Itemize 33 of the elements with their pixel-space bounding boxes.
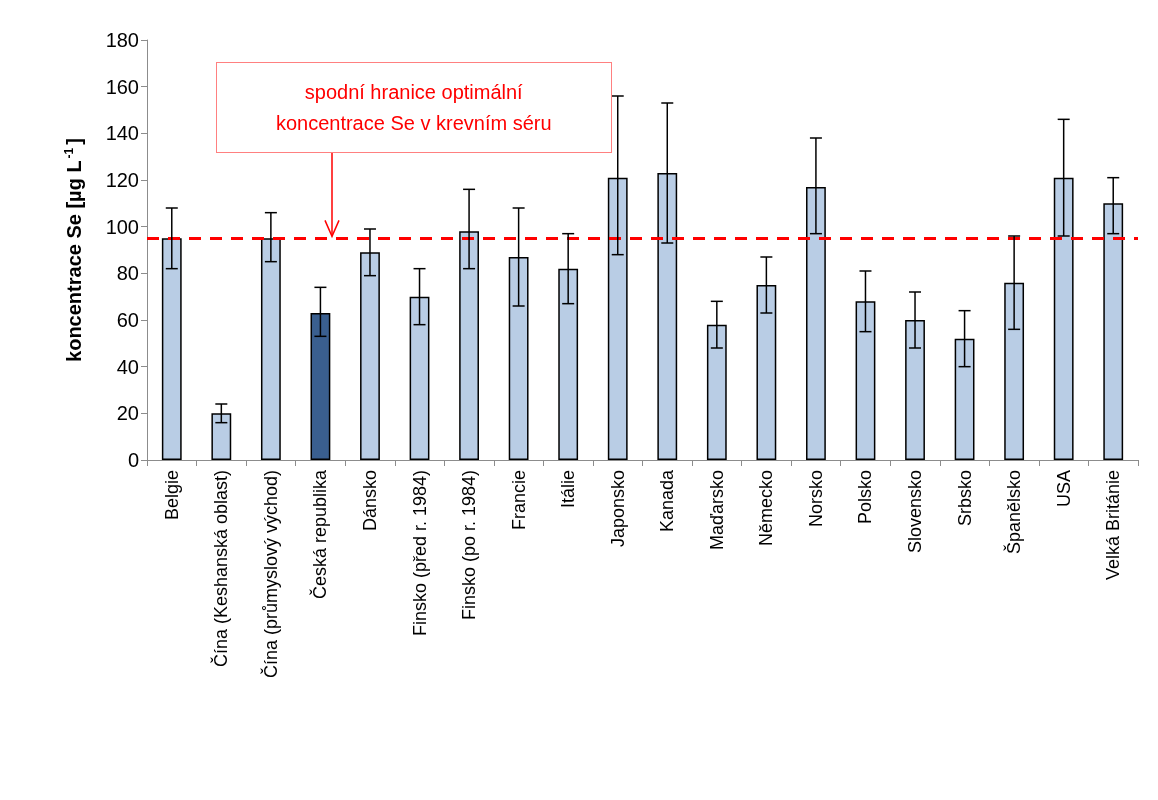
x-tick-label: Norsko (805, 470, 826, 528)
y-axis-title: koncentrace Se [µg L-1] (62, 138, 85, 362)
x-tick-label: Srbsko (954, 470, 975, 527)
y-tick-label: 160 (105, 75, 139, 98)
x-tick-label: Česká republika (309, 469, 331, 600)
x-tick-label: Japonsko (607, 470, 628, 548)
x-tick-label: Belgie (161, 470, 182, 521)
y-tick-label: 140 (105, 122, 139, 145)
x-tick-label: Itálie (558, 470, 579, 509)
x-tick-label: Čína (průmyslový východ) (259, 470, 281, 679)
x-tick-label: Kanada (657, 469, 678, 533)
x-tick-label: Finsko (po r. 1984) (459, 470, 480, 621)
callout-box: spodní hranice optimální koncentrace Se v krevním séru (215, 62, 612, 153)
y-tick-label: 100 (105, 215, 139, 238)
x-tick-label: Maďarsko (706, 470, 727, 551)
y-tick-label: 20 (116, 402, 139, 425)
x-tick-label: USA (1053, 470, 1074, 508)
x-tick-label: Německo (756, 470, 777, 547)
x-tick-label: Dánsko (359, 470, 380, 532)
y-tick-label: 60 (116, 309, 139, 331)
y-tick-label: 80 (116, 262, 139, 285)
x-tick-label: Čína (Keshanská oblast) (210, 470, 232, 668)
ref-line-label: spodní hranice optimální koncentrace Se v krevním séru (275, 79, 552, 136)
x-tick-label: Velká Británie (1103, 470, 1124, 581)
x-tick-label: Polsko (855, 470, 876, 525)
y-tick-label: 120 (105, 169, 139, 191)
y-tick-label: 0 (127, 449, 139, 471)
y-tick-label: 40 (116, 355, 139, 378)
x-tick-label: Španělsko (1003, 470, 1025, 555)
y-tick-label: 180 (105, 29, 139, 51)
x-tick-label: Francie (508, 470, 529, 531)
x-tick-label: Finsko (před r. 1984) (409, 470, 430, 637)
x-tick-label: Slovensko (905, 470, 926, 554)
